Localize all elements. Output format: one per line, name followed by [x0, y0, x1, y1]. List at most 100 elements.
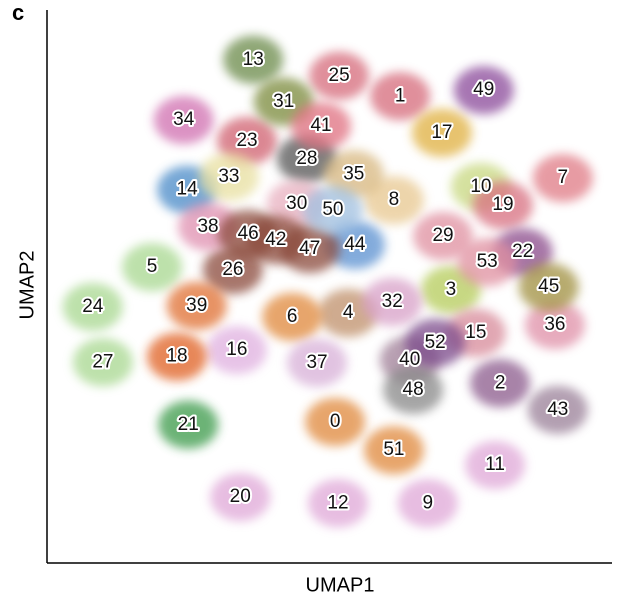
cluster-label: 10 — [470, 176, 491, 197]
cluster-label: 23 — [236, 130, 257, 151]
cluster-label: 51 — [383, 439, 404, 460]
cluster-label: 27 — [92, 351, 113, 372]
cluster-label: 8 — [389, 189, 400, 210]
cluster-label: 3 — [446, 279, 457, 300]
cluster-label: 14 — [177, 179, 199, 200]
cluster-blob — [217, 117, 278, 166]
cluster-label: 36 — [544, 314, 565, 335]
cluster-label: 43 — [547, 399, 568, 420]
cluster-label: 53 — [477, 251, 498, 272]
cluster-blob — [291, 102, 352, 151]
cluster-label: 5 — [147, 256, 158, 277]
cluster-blob — [383, 365, 444, 414]
cluster-blob — [527, 385, 588, 434]
cluster-label: 37 — [306, 352, 327, 373]
cluster-label: 0 — [330, 411, 341, 432]
cluster-blob — [405, 318, 466, 367]
cluster-blob — [323, 150, 384, 199]
cluster-label: 32 — [382, 291, 403, 312]
cluster-layer — [62, 35, 593, 528]
cluster-blob — [72, 338, 133, 387]
cluster-label: 44 — [344, 234, 366, 255]
cluster-label: 17 — [431, 122, 452, 143]
cluster-label: 29 — [432, 225, 453, 246]
cluster-blob — [411, 108, 472, 157]
cluster-label: 52 — [425, 332, 446, 353]
cluster-label: 38 — [197, 216, 218, 237]
cluster-label: 46 — [238, 223, 259, 244]
cluster-blob — [453, 66, 514, 115]
cluster-blob — [158, 400, 219, 449]
cluster-label: 45 — [538, 276, 559, 297]
cluster-blob — [122, 243, 183, 292]
cluster-label: 47 — [299, 238, 320, 259]
cluster-blob — [362, 277, 423, 326]
cluster-label: 9 — [423, 492, 434, 513]
cluster-blob — [153, 96, 214, 145]
cluster-label: 48 — [403, 379, 424, 400]
cluster-label: 2 — [495, 372, 506, 393]
cluster-label: 34 — [173, 109, 195, 130]
cluster-blob — [166, 281, 227, 330]
cluster-blob — [62, 282, 123, 331]
cluster-label: 41 — [310, 115, 331, 136]
cluster-blob — [457, 238, 518, 287]
cluster-blob — [465, 441, 526, 490]
cluster-label: 28 — [296, 148, 317, 169]
cluster-label: 35 — [343, 163, 364, 184]
cluster-label: 49 — [473, 79, 494, 100]
y-axis-label: UMAP2 — [16, 251, 38, 320]
cluster-blob — [363, 426, 424, 475]
cluster-label: 26 — [222, 259, 243, 280]
cluster-blob — [305, 397, 366, 446]
cluster-label: 42 — [265, 229, 286, 250]
panel-label: c — [12, 0, 24, 25]
x-axis-label: UMAP1 — [306, 574, 375, 596]
cluster-blob — [223, 35, 284, 84]
cluster-label: 21 — [178, 414, 199, 435]
cluster-blob — [518, 263, 579, 312]
cluster-blob — [470, 359, 531, 408]
cluster-label: 6 — [287, 306, 298, 327]
cluster-label: 12 — [327, 492, 348, 513]
cluster-label: 13 — [243, 49, 264, 70]
cluster-blob — [218, 209, 279, 258]
label-layer: 0123456789101112131415161718192021222324… — [80, 47, 570, 516]
cluster-label: 31 — [273, 91, 294, 112]
cluster-blob — [370, 72, 431, 121]
cluster-blob — [363, 176, 424, 225]
cluster-label: 30 — [286, 193, 307, 214]
cluster-blob — [210, 473, 271, 522]
cluster-blob — [524, 301, 585, 350]
cluster-blob — [287, 338, 348, 387]
cluster-label: 50 — [322, 199, 343, 220]
cluster-label: 15 — [465, 322, 486, 343]
cluster-blob — [307, 479, 368, 528]
cluster-blob — [198, 153, 259, 202]
cluster-blob — [309, 51, 370, 100]
cluster-label: 20 — [230, 486, 251, 507]
cluster-label: 24 — [82, 296, 104, 317]
cluster-label: 16 — [226, 339, 247, 360]
cluster-label: 4 — [343, 302, 354, 323]
cluster-label: 19 — [492, 194, 513, 215]
cluster-label: 1 — [395, 85, 406, 106]
cluster-label: 25 — [329, 65, 350, 86]
cluster-label: 40 — [399, 349, 420, 370]
cluster-blob — [397, 479, 458, 528]
cluster-label: 33 — [218, 166, 239, 187]
cluster-blob — [146, 332, 207, 381]
cluster-blob — [262, 292, 323, 341]
cluster-blob — [279, 224, 340, 273]
cluster-blob — [472, 181, 533, 230]
cluster-blob — [206, 326, 267, 375]
cluster-blob — [302, 186, 363, 235]
cluster-label: 7 — [558, 167, 569, 188]
cluster-label: 11 — [485, 454, 505, 475]
cluster-blob — [532, 154, 593, 203]
cluster-label: 39 — [186, 295, 207, 316]
cluster-blob — [413, 212, 474, 261]
cluster-label: 22 — [512, 241, 533, 262]
cluster-label: 18 — [166, 346, 187, 367]
